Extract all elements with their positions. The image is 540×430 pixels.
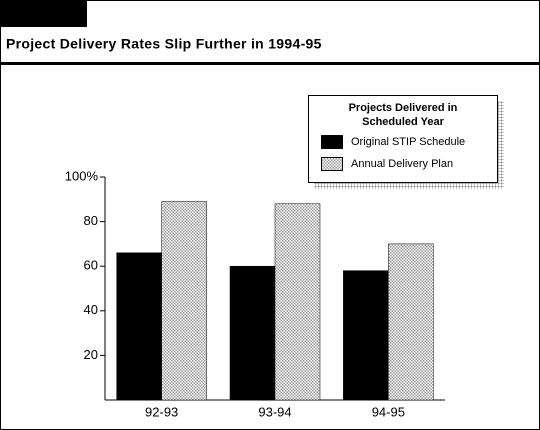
bar bbox=[116, 252, 162, 401]
legend: Projects Delivered in Scheduled Year Ori… bbox=[308, 95, 498, 183]
bar bbox=[161, 201, 207, 401]
legend-swatch bbox=[321, 157, 343, 171]
y-tick-label: 80 bbox=[84, 213, 98, 228]
y-tick-label: 100% bbox=[65, 168, 99, 183]
bar bbox=[343, 270, 389, 401]
x-tick-label: 94-95 bbox=[372, 404, 405, 419]
legend-label: Original STIP Schedule bbox=[351, 136, 466, 148]
x-tick-label: 93-94 bbox=[258, 404, 291, 419]
y-tick-label: 40 bbox=[84, 302, 98, 317]
legend-label: Annual Delivery Plan bbox=[351, 158, 454, 170]
y-tick-label: 20 bbox=[84, 347, 98, 362]
bar bbox=[388, 243, 434, 401]
legend-swatch bbox=[321, 135, 343, 149]
legend-entry: Original STIP Schedule bbox=[321, 133, 497, 151]
x-tick-label: 92-93 bbox=[145, 404, 178, 419]
y-tick-label: 60 bbox=[84, 258, 98, 273]
legend-title: Projects Delivered in Scheduled Year bbox=[348, 102, 458, 128]
bar bbox=[274, 203, 321, 401]
bar bbox=[229, 265, 276, 401]
legend-entry: Annual Delivery Plan bbox=[321, 155, 497, 173]
chart-title: Project Delivery Rates Slip Further in 1… bbox=[6, 36, 322, 52]
header-tab bbox=[0, 0, 87, 27]
title-rule bbox=[0, 62, 540, 65]
